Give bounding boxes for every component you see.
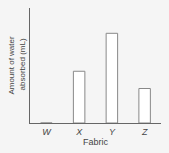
svg-text:X: X [75,127,83,137]
svg-text:W: W [42,127,52,137]
svg-text:Y: Y [109,127,116,137]
svg-text:Fabric: Fabric [83,137,109,147]
svg-text:Z: Z [141,127,148,137]
svg-text:Amount of water absorbed (mL): Amount of water absorbed (mL) [7,36,26,95]
